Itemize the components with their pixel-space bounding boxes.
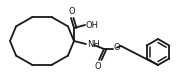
Text: NH: NH — [87, 40, 100, 49]
Text: OH: OH — [86, 20, 99, 30]
Text: O: O — [95, 62, 101, 71]
Text: O: O — [68, 7, 75, 16]
Text: O: O — [114, 43, 121, 52]
